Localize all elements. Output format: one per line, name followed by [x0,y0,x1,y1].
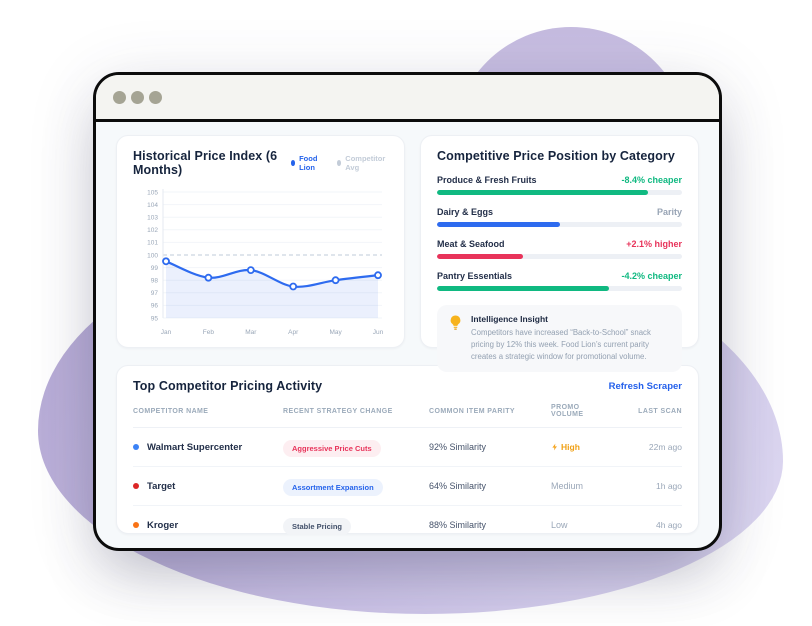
svg-text:95: 95 [151,315,159,322]
table-row: Kroger Stable Pricing 88% Similarity Low… [133,506,682,544]
svg-text:103: 103 [147,215,158,222]
svg-text:97: 97 [151,290,159,297]
category-bar-track [437,222,682,227]
window-control-dot[interactable] [149,90,162,104]
category-row: Pantry Essentials -4.2% cheaper [437,271,682,291]
parity-value: 64% Similarity [429,481,487,491]
category-row: Meat & Seafood +2.1% higher [437,239,682,259]
category-label: Dairy & Eggs [437,207,494,217]
svg-text:105: 105 [147,189,158,196]
svg-text:Apr: Apr [288,329,299,336]
chart-legend: Food Lion Competitor Avg [290,154,388,172]
svg-text:102: 102 [147,227,158,234]
category-value: -4.2% cheaper [621,271,682,281]
refresh-scraper-link[interactable]: Refresh Scraper [608,380,682,392]
category-bar-fill [437,254,523,259]
strategy-badge: Stable Pricing [283,517,352,535]
category-value: Parity [656,207,682,217]
insight-title: Intelligence Insight [471,314,548,324]
category-rows: Produce & Fresh Fruits -8.4% cheaper Dai… [437,175,682,291]
insight-box: Intelligence Insight Competitors have in… [437,305,682,373]
strategy-badge: Aggressive Price Cuts [283,439,381,457]
window-titlebar [96,75,719,122]
svg-text:May: May [329,329,342,336]
category-bar-track [437,286,682,291]
legend-dot-icon [336,160,342,166]
competitor-dot-icon [133,522,139,528]
svg-text:99: 99 [151,265,159,272]
category-bar-fill [437,222,560,227]
category-row: Produce & Fresh Fruits -8.4% cheaper [437,175,682,195]
price-position-title: Competitive Price Position by Category [437,149,675,163]
lightbulb-icon [449,315,462,336]
app-window: Historical Price Index (6 Months) Food L… [93,72,722,551]
svg-text:101: 101 [147,240,158,247]
svg-text:100: 100 [147,252,158,259]
price-index-title: Historical Price Index (6 Months) [133,149,278,177]
competitor-name: Walmart Supercenter [147,441,243,453]
table-body: Walmart Supercenter Aggressive Price Cut… [133,428,682,544]
window-control-dot[interactable] [113,90,126,104]
svg-text:104: 104 [147,202,158,209]
category-value: -8.4% cheaper [621,175,682,185]
last-scan: 4h ago [656,520,682,530]
legend-dot-icon [290,160,296,166]
svg-text:Jun: Jun [373,329,384,336]
column-header-competitor: COMPETITOR NAME [133,407,209,415]
window-control-dot[interactable] [131,90,144,104]
parity-value: 88% Similarity [429,520,487,530]
column-header-promo: PROMO VOLUME [551,404,584,418]
category-bar-fill [437,286,609,291]
legend-item[interactable]: Competitor Avg [336,154,388,172]
svg-text:Feb: Feb [203,329,215,336]
last-scan: 22m ago [648,442,682,452]
category-bar-track [437,254,682,259]
category-bar-fill [437,190,648,195]
promo-volume: Medium [551,481,584,491]
parity-value: 92% Similarity [429,442,487,452]
promo-volume: High [551,442,594,452]
competitor-dot-icon [133,444,139,450]
promo-volume: Low [551,520,568,530]
svg-text:96: 96 [151,303,159,310]
column-header-strategy: RECENT STRATEGY CHANGE [283,407,393,415]
lightning-icon [552,443,557,451]
legend-item[interactable]: Food Lion [290,154,327,172]
competitor-dot-icon [133,483,139,489]
svg-text:98: 98 [151,278,159,285]
category-bar-track [437,190,682,195]
category-label: Produce & Fresh Fruits [437,175,537,185]
table-header-row: COMPETITOR NAME RECENT STRATEGY CHANGE C… [133,404,682,428]
category-value: +2.1% higher [626,239,682,249]
category-label: Meat & Seafood [437,239,505,249]
strategy-badge: Assortment Expansion [283,478,383,496]
insight-body: Competitors have increased “Back-to-Scho… [471,328,651,362]
competitor-name: Target [147,480,176,492]
dashboard: Historical Price Index (6 Months) Food L… [96,122,719,544]
column-header-lastscan: LAST SCAN [638,407,682,415]
price-index-card: Historical Price Index (6 Months) Food L… [116,135,405,348]
category-row: Dairy & Eggs Parity [437,207,682,227]
competitor-name: Kroger [147,519,179,531]
svg-text:Jan: Jan [161,329,172,336]
competitor-table-card: Top Competitor Pricing Activity Refresh … [116,365,699,535]
svg-text:Mar: Mar [245,329,257,336]
table-row: Walmart Supercenter Aggressive Price Cut… [133,428,682,467]
price-position-card: Competitive Price Position by Category P… [420,135,699,373]
competitor-table-title: Top Competitor Pricing Activity [133,379,323,393]
column-header-parity: COMMON ITEM PARITY [429,407,515,415]
last-scan: 1h ago [656,481,682,491]
table-row: Target Assortment Expansion 64% Similari… [133,467,682,506]
category-label: Pantry Essentials [437,271,513,281]
